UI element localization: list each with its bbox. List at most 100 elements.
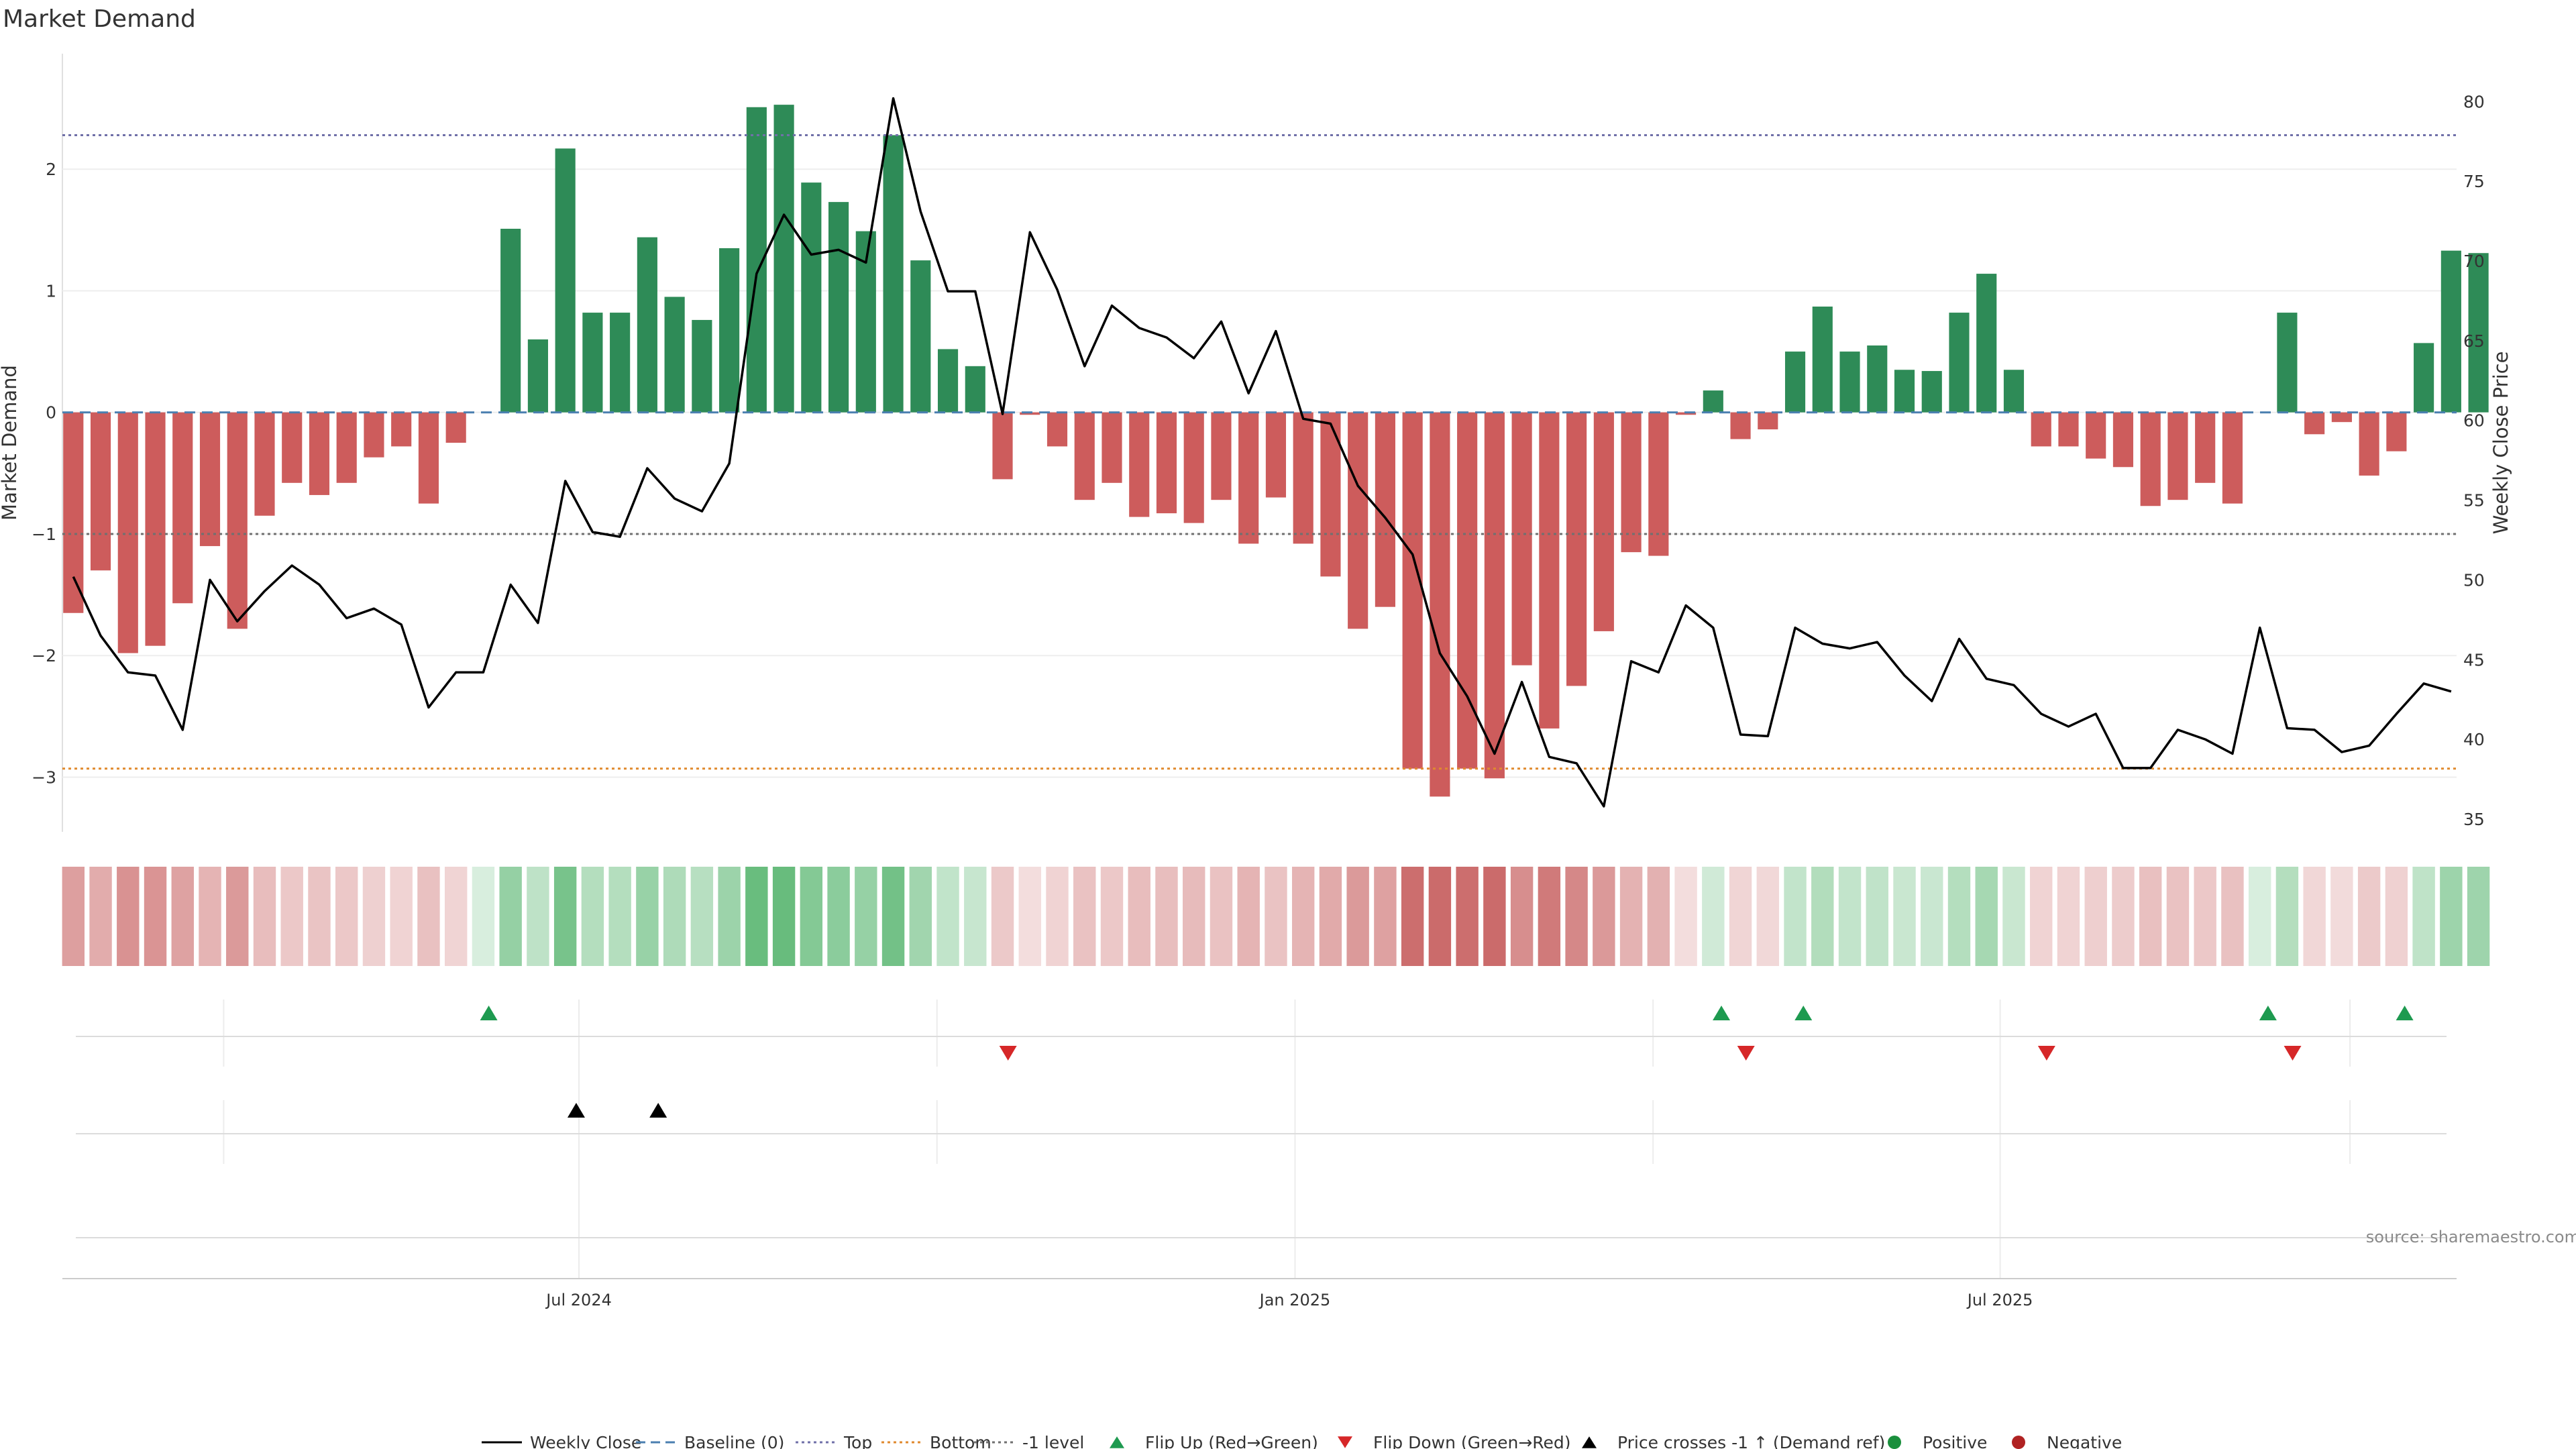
legend-swatch <box>2012 1436 2025 1449</box>
demand-bar-negative <box>1676 412 1697 415</box>
demand-bar-negative <box>1621 412 1642 553</box>
demand-bar-negative <box>445 412 466 443</box>
demand-bar-negative <box>199 412 221 547</box>
heat-cell <box>1811 867 1834 966</box>
heat-cell <box>1838 867 1862 966</box>
demand-bar-negative <box>2086 412 2106 459</box>
demand-bar-positive <box>719 248 740 413</box>
legend-item: Positive <box>1888 1433 1987 1449</box>
y-tick-label: −1 <box>32 525 56 544</box>
demand-bar-negative <box>1046 412 1068 447</box>
demand-bar-negative <box>2359 412 2379 476</box>
heat-cell <box>1702 867 1725 966</box>
demand-bar-negative <box>1484 412 1505 779</box>
heat-cell <box>718 867 741 966</box>
demand-bar-negative <box>336 412 357 483</box>
demand-bar-negative <box>1265 412 1287 498</box>
heat-cell <box>444 867 468 966</box>
demand-bar-negative <box>1402 412 1423 769</box>
demand-bar-negative <box>145 412 166 646</box>
heat-cell <box>2112 867 2135 966</box>
demand-bar-negative <box>1566 412 1587 686</box>
legend-item: Bottom <box>881 1433 991 1449</box>
heat-cell <box>335 867 358 966</box>
demand-bar-positive <box>965 366 985 413</box>
demand-bar-positive <box>910 260 931 413</box>
legend-item: -1 level <box>974 1433 1084 1449</box>
y2-tick-label: 60 <box>2463 411 2485 431</box>
heat-cell <box>1346 867 1369 966</box>
y2-tick-label: 80 <box>2463 92 2485 111</box>
demand-bar-negative <box>254 412 275 516</box>
legend: Weekly Close Baseline (0) Top Bottom -1 leve… <box>482 1433 2122 1449</box>
heat-cell <box>1947 867 1971 966</box>
demand-bar-negative <box>2304 412 2325 435</box>
legend-label: Price crosses -1 ↑ (Demand ref) <box>1617 1433 1885 1449</box>
demand-bar-negative <box>2331 412 2352 423</box>
y2-tick-label: 55 <box>2463 491 2485 511</box>
heat-cell <box>1128 867 1150 966</box>
demand-bar-negative <box>1457 412 1478 769</box>
flip-up-marker <box>1794 1005 1813 1021</box>
heat-cell <box>1893 867 1916 966</box>
heat-cell <box>909 867 932 966</box>
demand-bar-negative <box>1348 412 1368 629</box>
heat-cell <box>253 867 276 966</box>
heat-cell <box>553 867 577 966</box>
heat-cell <box>1866 867 1888 966</box>
demand-bar-positive <box>1867 345 1888 413</box>
flip-up-marker <box>2259 1005 2277 1021</box>
demand-bar-positive <box>1949 313 1970 413</box>
heat-cell <box>62 867 85 966</box>
flip-down-marker <box>2037 1045 2055 1061</box>
heat-cell <box>1046 867 1069 966</box>
heat-cell <box>1374 867 1397 966</box>
heat-cell <box>881 867 905 966</box>
demand-bar-positive <box>937 349 959 413</box>
heat-cell <box>581 867 604 966</box>
heat-cell <box>1921 867 1943 966</box>
demand-bar-negative <box>2031 412 2051 447</box>
heat-cell <box>827 867 850 966</box>
source-credit: source: sharemaestro.com <box>2366 1228 2576 1246</box>
y-tick-label: 0 <box>46 403 56 423</box>
demand-bar-negative <box>1430 412 1450 797</box>
y2-tick-label: 45 <box>2463 650 2485 669</box>
demand-bar-positive <box>801 182 822 413</box>
heat-cell <box>991 867 1014 966</box>
legend-swatch <box>1888 1436 1901 1449</box>
heat-cell <box>2412 867 2435 966</box>
heat-cell <box>1428 867 1452 966</box>
heat-cell <box>1483 867 1506 966</box>
legend-label: Baseline (0) <box>684 1433 784 1449</box>
heat-cell <box>1100 867 1124 966</box>
demand-bar-positive <box>637 237 657 413</box>
heat-cell <box>636 867 659 966</box>
legend-item: Weekly Close <box>482 1433 641 1449</box>
heat-cell <box>663 867 686 966</box>
price-cross-marker <box>567 1102 585 1118</box>
legend-label: Negative <box>2047 1433 2122 1449</box>
heat-cell <box>855 867 877 966</box>
heat-cell <box>2385 867 2408 966</box>
heat-cell <box>171 867 194 966</box>
heat-cell <box>1538 867 1561 966</box>
heat-cell <box>89 867 112 966</box>
heat-cell <box>1155 867 1178 966</box>
demand-bar-negative <box>1020 412 1040 415</box>
flip-up-marker <box>2396 1005 2414 1021</box>
heat-cell <box>2030 867 2053 966</box>
demand-bar-negative <box>1238 412 1259 544</box>
demand-bar-negative <box>1648 412 1669 556</box>
demand-bar-positive <box>500 229 521 413</box>
heat-cell <box>1784 867 1807 966</box>
demand-bar-positive <box>664 297 685 413</box>
demand-bar-negative <box>172 412 193 604</box>
heat-cell <box>2440 867 2463 966</box>
demand-bar-positive <box>2277 313 2298 413</box>
heat-cell <box>226 867 249 966</box>
y-tick-label: 1 <box>46 281 56 301</box>
heat-cell <box>1210 867 1233 966</box>
